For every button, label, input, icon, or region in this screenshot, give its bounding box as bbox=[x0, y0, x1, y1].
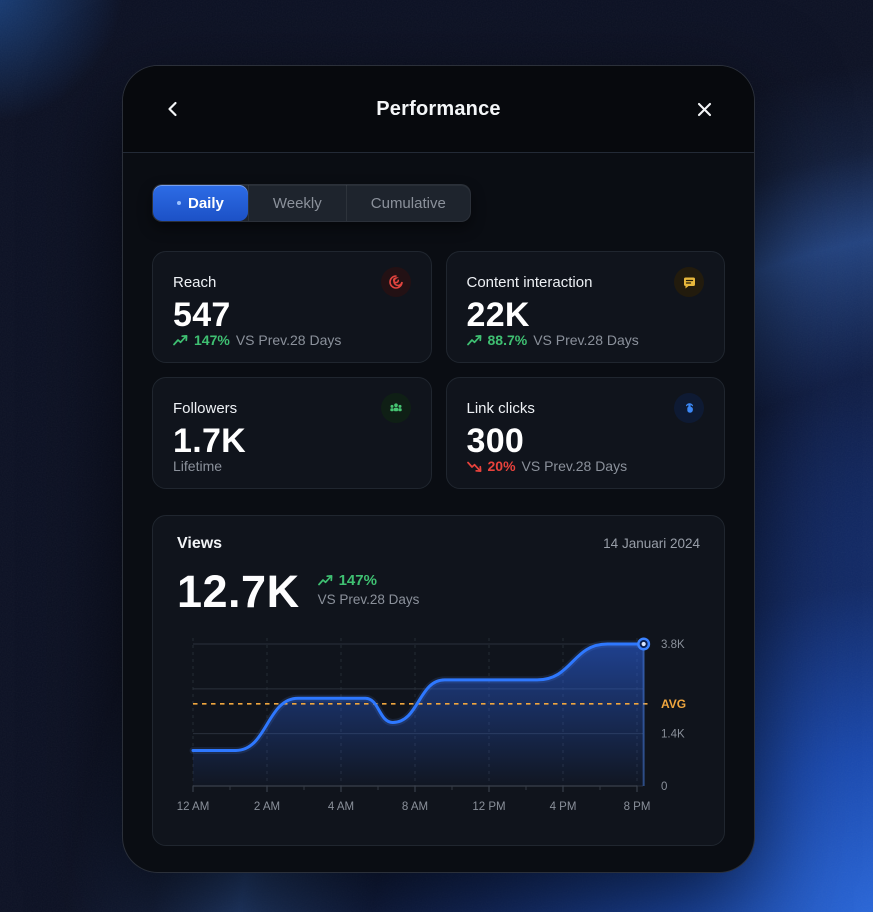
trend-up-icon bbox=[466, 334, 481, 345]
modal-content: Daily Weekly Cumulative Reach 5 bbox=[123, 153, 754, 846]
views-area-chart[interactable]: 3.8K 1.4K 0 AVG 12 AM 2 AM 4 AM 8 AM 12 PM 4 PM 8 … bbox=[177, 628, 712, 826]
trend-suffix: Lifetime bbox=[173, 458, 223, 474]
tab-daily-label: Daily bbox=[188, 194, 224, 212]
performance-modal: Performance Daily Weekly Cumulative Reac… bbox=[122, 65, 755, 873]
tab-cumulative-label: Cumulative bbox=[370, 194, 446, 212]
stat-value: 22K bbox=[466, 295, 530, 334]
stat-value: 547 bbox=[173, 295, 231, 334]
reach-swirl-icon bbox=[380, 267, 411, 297]
stat-label: Followers bbox=[173, 399, 238, 417]
views-date: 14 Januari 2024 bbox=[603, 536, 700, 551]
views-trend-percent: 147% bbox=[338, 572, 377, 589]
svg-text:1.4K: 1.4K bbox=[661, 729, 685, 741]
svg-text:0: 0 bbox=[661, 781, 667, 793]
stat-value: 300 bbox=[466, 421, 525, 460]
views-chart-card: Views 14 Januari 2024 12.7K 147% VS Prev… bbox=[152, 515, 725, 846]
views-trend-suffix: VS Prev.28 Days bbox=[317, 592, 420, 607]
tap-finger-icon bbox=[674, 393, 704, 423]
trend-suffix: VS Prev.28 Days bbox=[521, 458, 628, 474]
trend-percent: 147% bbox=[194, 332, 230, 348]
stat-label: Link clicks bbox=[466, 399, 535, 417]
stat-label: Content interaction bbox=[466, 273, 593, 291]
close-button[interactable] bbox=[684, 89, 724, 129]
message-icon bbox=[674, 267, 704, 297]
stats-grid: Reach 547 147% VS Prev.28 Days bbox=[152, 251, 725, 489]
stat-card-link-clicks: Link clicks 300 20% bbox=[445, 377, 725, 489]
svg-text:4 PM: 4 PM bbox=[550, 801, 577, 813]
svg-text:12 AM: 12 AM bbox=[177, 801, 209, 813]
views-title: Views bbox=[177, 535, 223, 552]
views-value: 12.7K bbox=[177, 566, 300, 617]
stat-label: Reach bbox=[173, 273, 217, 291]
stat-value: 1.7K bbox=[173, 421, 247, 460]
page-title: Performance bbox=[376, 97, 501, 120]
tab-cumulative[interactable]: Cumulative bbox=[345, 185, 470, 221]
period-tabbar: Daily Weekly Cumulative bbox=[152, 184, 471, 222]
stat-card-reach: Reach 547 147% VS Prev.28 Days bbox=[152, 251, 432, 363]
svg-text:2 AM: 2 AM bbox=[254, 801, 280, 813]
trend-suffix: VS Prev.28 Days bbox=[235, 332, 342, 348]
svg-text:8 AM: 8 AM bbox=[402, 801, 428, 813]
close-icon bbox=[697, 102, 711, 116]
svg-text:AVG: AVG bbox=[661, 697, 686, 711]
chevron-left-icon bbox=[168, 101, 177, 117]
people-icon bbox=[380, 393, 411, 423]
tab-weekly[interactable]: Weekly bbox=[247, 185, 346, 221]
tab-weekly-label: Weekly bbox=[272, 194, 322, 212]
svg-text:3.8K: 3.8K bbox=[661, 639, 685, 651]
tab-daily[interactable]: Daily bbox=[153, 185, 248, 221]
trend-up-icon bbox=[173, 334, 188, 345]
trend-percent: 88.7% bbox=[487, 332, 528, 348]
modal-header: Performance bbox=[123, 66, 754, 153]
trend-suffix: VS Prev.28 Days bbox=[533, 332, 639, 348]
svg-text:4 AM: 4 AM bbox=[328, 801, 354, 813]
trend-percent: 20% bbox=[487, 458, 516, 474]
trend-up-icon bbox=[317, 575, 333, 586]
stat-card-content-interaction: Content interaction 22K bbox=[445, 251, 725, 363]
svg-text:8 PM: 8 PM bbox=[624, 801, 651, 813]
back-button[interactable] bbox=[153, 89, 193, 129]
active-tab-dot bbox=[177, 201, 181, 205]
trend-down-icon bbox=[466, 461, 481, 472]
svg-text:12 PM: 12 PM bbox=[472, 801, 505, 813]
stat-card-followers: Followers 1.7K Lifetime bbox=[152, 377, 432, 489]
